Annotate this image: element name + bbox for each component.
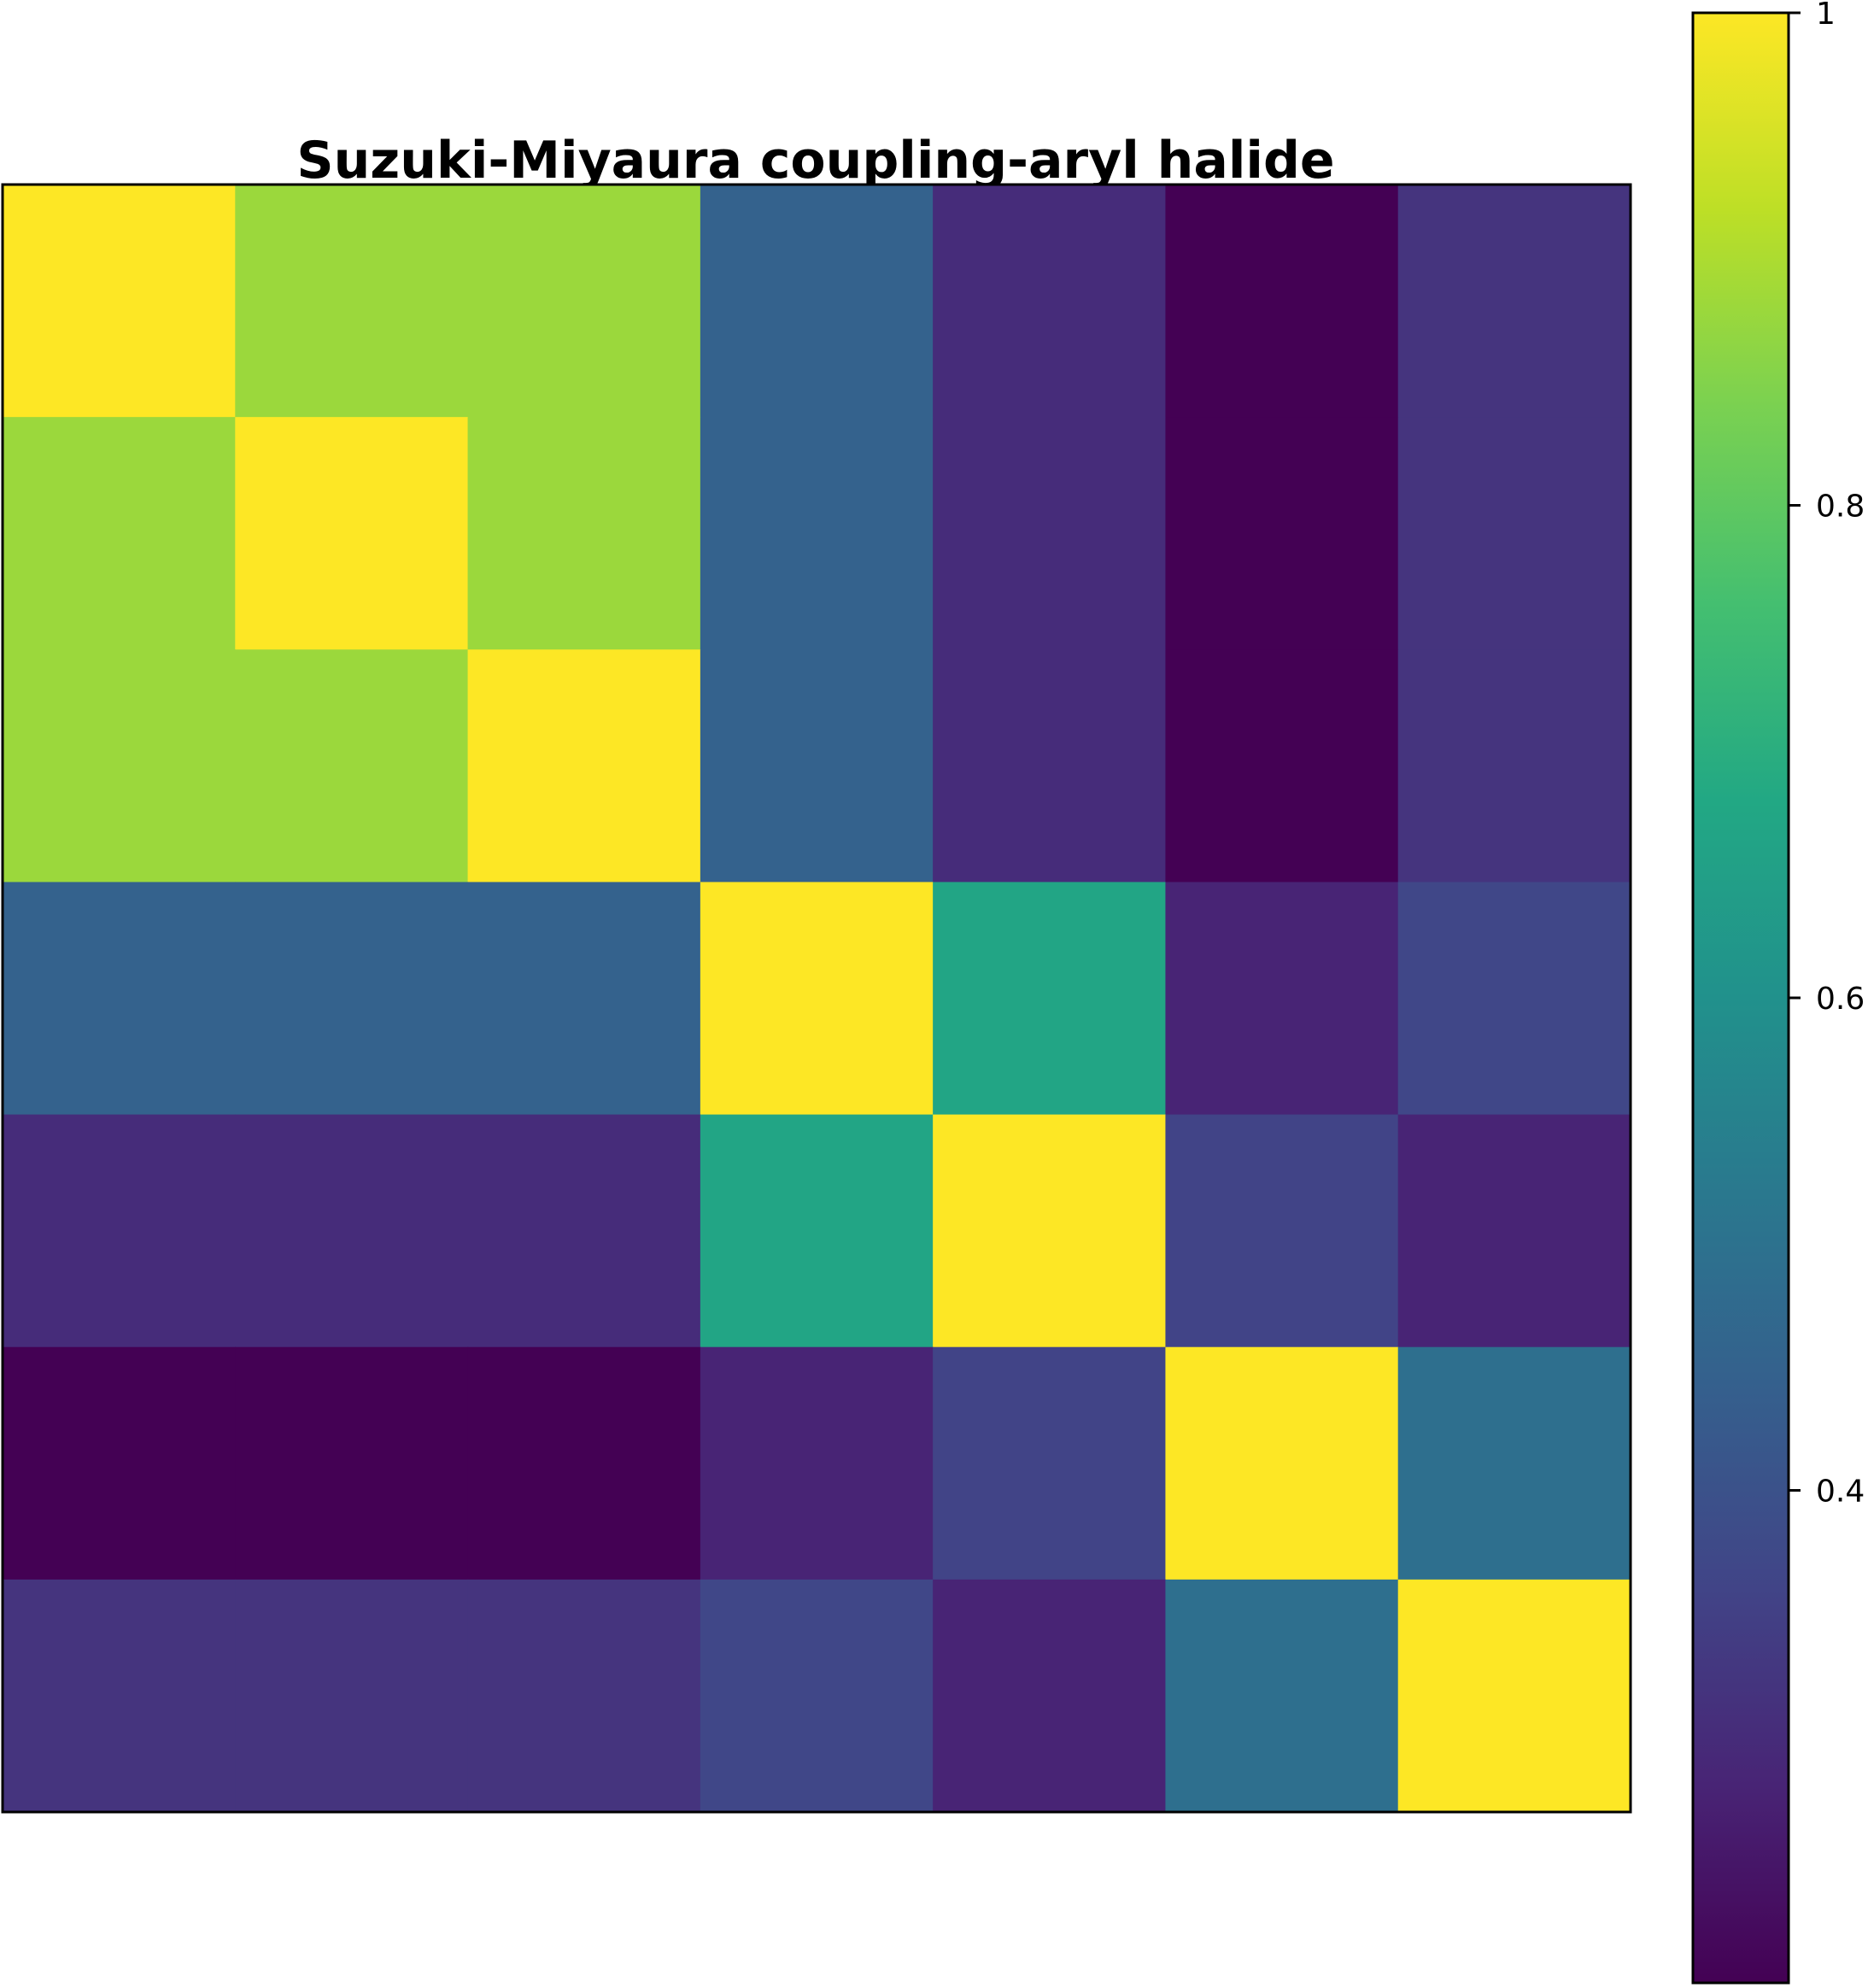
heatmap-cell-r0-c3 [700, 185, 934, 418]
colorbar-ticks: 1 0.8 0.6 0.4 [1789, 0, 1865, 1510]
heatmap-cell-r5-c0 [3, 1346, 236, 1580]
colorbar-tick-label: 0.4 [1816, 1475, 1865, 1510]
heatmap-cell-r2-c4 [933, 649, 1167, 883]
heatmap-cell-r5-c2 [467, 1346, 701, 1580]
heatmap-cell-r6-c3 [700, 1579, 934, 1813]
heatmap-cell-r1-c6 [1397, 417, 1631, 650]
heatmap-cell-r5-c3 [700, 1346, 934, 1580]
colorbar-tick-label: 1 [1816, 0, 1836, 32]
heatmap-cell-r6-c0 [3, 1579, 236, 1813]
heatmap-cell-r0-c5 [1165, 185, 1399, 418]
heatmap-cell-r1-c3 [700, 417, 934, 650]
colorbar: 1 0.8 0.6 0.4 [1691, 0, 1865, 1985]
heatmap-cell-r4-c5 [1165, 1114, 1399, 1348]
heatmap-cell-r3-c5 [1165, 882, 1399, 1116]
heatmap-cell-r2-c2 [467, 649, 701, 883]
heatmap-cell-r2-c1 [235, 649, 469, 883]
heatmap-cell-r3-c4 [933, 882, 1167, 1116]
colorbar-tick-label: 0.6 [1816, 982, 1865, 1017]
heatmap-cell-r4-c4 [933, 1114, 1167, 1348]
heatmap-cell-r6-c2 [467, 1579, 701, 1813]
heatmap-cell-r5-c5 [1165, 1346, 1399, 1580]
heatmap-cell-r5-c4 [933, 1346, 1167, 1580]
heatmap-cells [3, 185, 1631, 1813]
heatmap-cell-r1-c1 [235, 417, 469, 650]
heatmap-cell-r6-c1 [235, 1579, 469, 1813]
heatmap-cell-r1-c2 [467, 417, 701, 650]
colorbar-tick-label: 0.8 [1816, 490, 1865, 525]
heatmap-cell-r2-c3 [700, 649, 934, 883]
heatmap-cell-r1-c4 [933, 417, 1167, 650]
heatmap-cell-r4-c1 [235, 1114, 469, 1348]
heatmap-cell-r3-c1 [235, 882, 469, 1116]
heatmap-cell-r3-c3 [700, 882, 934, 1116]
heatmap-cell-r3-c6 [1397, 882, 1631, 1116]
chart-title: Suzuki-Miyaura coupling-aryl halide [296, 131, 1334, 191]
heatmap-cell-r4-c2 [467, 1114, 701, 1348]
heatmap-cell-r6-c4 [933, 1579, 1167, 1813]
heatmap-cell-r6-c6 [1397, 1579, 1631, 1813]
heatmap-cell-r6-c5 [1165, 1579, 1399, 1813]
heatmap-cell-r0-c1 [235, 185, 469, 418]
colorbar-gradient [1693, 13, 1789, 1983]
plot-frame [1, 183, 1632, 1814]
heatmap-cell-r5-c1 [235, 1346, 469, 1580]
heatmap-cell-r0-c6 [1397, 185, 1631, 418]
heatmap-cell-r0-c2 [467, 185, 701, 418]
heatmap-cell-r0-c4 [933, 185, 1167, 418]
heatmap-cell-r4-c6 [1397, 1114, 1631, 1348]
heatmap-cell-r3-c0 [3, 882, 236, 1116]
heatmap-cell-r4-c3 [700, 1114, 934, 1348]
heatmap-cell-r0-c0 [3, 185, 236, 418]
heatmap-cell-r2-c0 [3, 649, 236, 883]
heatmap-cell-r1-c5 [1165, 417, 1399, 650]
heatmap-cell-r2-c5 [1165, 649, 1399, 883]
heatmap-cell-r1-c0 [3, 417, 236, 650]
heatmap-cell-r5-c6 [1397, 1346, 1631, 1580]
heatmap-cell-r3-c2 [467, 882, 701, 1116]
heatmap-cell-r4-c0 [3, 1114, 236, 1348]
heatmap-cell-r2-c6 [1397, 649, 1631, 883]
